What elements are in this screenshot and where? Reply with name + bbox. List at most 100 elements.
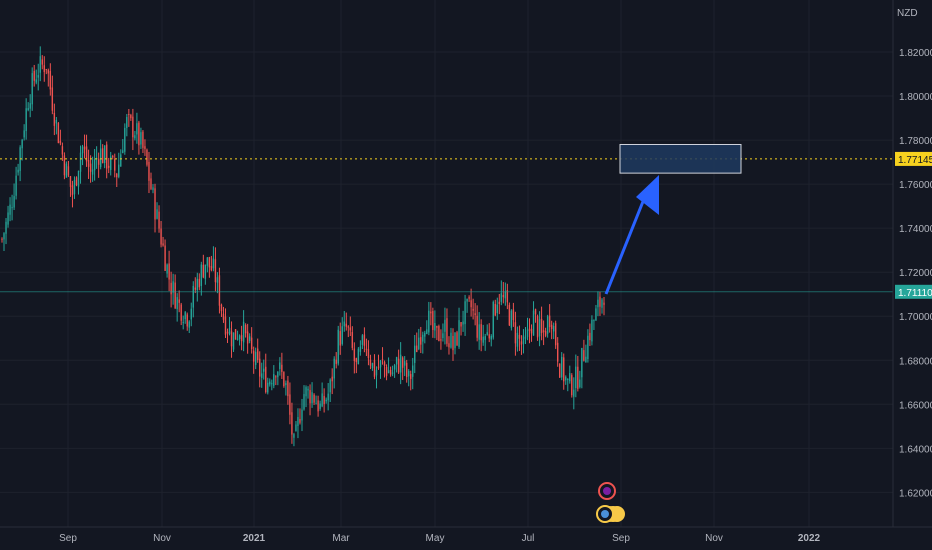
- candle-body: [69, 176, 72, 187]
- x-tick-label: Sep: [612, 533, 630, 544]
- candle-body: [474, 313, 476, 316]
- candle-body: [589, 332, 591, 341]
- candle-body: [496, 304, 498, 314]
- event-badges[interactable]: [596, 482, 625, 523]
- candle-body: [480, 324, 482, 341]
- candle-body: [359, 346, 362, 352]
- candle-body: [408, 370, 410, 377]
- candle-body: [108, 165, 110, 168]
- candle-body: [29, 103, 31, 109]
- x-tick-label: Mar: [332, 533, 350, 544]
- candle-body: [593, 320, 595, 322]
- candle-body: [369, 359, 372, 366]
- candle-body: [75, 177, 78, 186]
- candle-body: [550, 324, 553, 330]
- candle-body: [530, 329, 533, 334]
- candle-body: [31, 73, 33, 105]
- candle-body: [524, 337, 527, 339]
- candle-body: [383, 361, 386, 366]
- candle-body: [494, 303, 496, 316]
- candle-body: [259, 358, 261, 377]
- candle-body: [15, 175, 17, 196]
- candle-body: [136, 123, 138, 135]
- candle-body: [208, 257, 211, 268]
- candle-body: [403, 361, 406, 366]
- candle-body: [200, 264, 203, 286]
- candle-body: [47, 69, 50, 74]
- candle-body: [176, 297, 178, 310]
- candle-body: [512, 309, 515, 321]
- candle-body: [89, 163, 92, 172]
- candle-body: [114, 158, 116, 171]
- candle-body: [224, 316, 227, 335]
- candle-body: [303, 394, 305, 410]
- candle-body: [464, 301, 466, 325]
- candle-body: [279, 362, 281, 369]
- candle-body: [158, 211, 160, 229]
- candle-body: [228, 328, 231, 335]
- candle-body: [188, 321, 190, 328]
- candle-body: [17, 169, 19, 173]
- forecast-arrow[interactable]: [604, 175, 659, 295]
- candle-body: [486, 332, 488, 335]
- x-tick-label: 2021: [243, 533, 266, 544]
- candle-body: [552, 325, 555, 332]
- candle-body: [353, 348, 356, 361]
- candle-body: [470, 300, 472, 308]
- candle-body: [57, 123, 60, 144]
- x-tick-label: Nov: [705, 533, 723, 544]
- target-zone-box[interactable]: [619, 143, 742, 174]
- candle-body: [514, 322, 517, 344]
- candle-body: [283, 372, 285, 387]
- candle-body: [79, 152, 82, 172]
- candle-body: [488, 334, 490, 339]
- svg-text:1.77145: 1.77145: [898, 155, 932, 166]
- candle-body: [335, 359, 337, 364]
- candle-body: [446, 318, 448, 344]
- candle-body: [148, 161, 150, 181]
- candle-body: [55, 120, 58, 124]
- candle-body: [35, 79, 37, 83]
- candle-body: [309, 390, 311, 404]
- candle-body: [559, 363, 561, 378]
- candle-body: [468, 297, 470, 299]
- candle-body: [363, 334, 366, 346]
- candle-body: [575, 366, 577, 389]
- candle-body: [140, 132, 142, 145]
- y-tick-label: 1.76000: [899, 180, 932, 191]
- candle-body: [172, 281, 174, 293]
- candle-body: [27, 108, 29, 111]
- candle-body: [313, 394, 315, 403]
- candle-body: [603, 302, 605, 305]
- grid: [0, 0, 893, 527]
- candle-body: [375, 369, 378, 376]
- candle-body: [379, 360, 382, 368]
- candle-body: [422, 334, 424, 342]
- candle-body: [393, 365, 396, 370]
- price-axis[interactable]: NZD 1.82000 1.80000 1.78000 1.76000 1.74000 1…: [892, 0, 932, 527]
- candle-body: [351, 332, 354, 348]
- svg-text:1.71110: 1.71110: [898, 288, 932, 299]
- candle-body: [458, 320, 460, 347]
- candle-body: [448, 343, 450, 348]
- y-tick-label: 1.66000: [899, 400, 932, 411]
- candle-body: [321, 393, 323, 407]
- candle-body: [240, 335, 243, 342]
- candle-body: [216, 277, 219, 283]
- candle-body: [536, 316, 539, 338]
- candle-body: [395, 357, 398, 365]
- candle-body: [556, 342, 559, 362]
- candle-body: [528, 328, 531, 332]
- candle-body: [478, 324, 480, 340]
- candle-body: [579, 379, 581, 388]
- candle-body: [542, 330, 545, 333]
- candle-body: [97, 158, 100, 165]
- candle-body: [39, 56, 41, 73]
- candle-body: [23, 130, 25, 138]
- time-axis[interactable]: Sep Nov 2021 Mar May Jul Sep Nov 2022: [0, 526, 932, 544]
- candle-body: [349, 327, 352, 331]
- candle-body: [482, 336, 484, 343]
- candle-body: [130, 115, 132, 119]
- candle-body: [389, 369, 392, 375]
